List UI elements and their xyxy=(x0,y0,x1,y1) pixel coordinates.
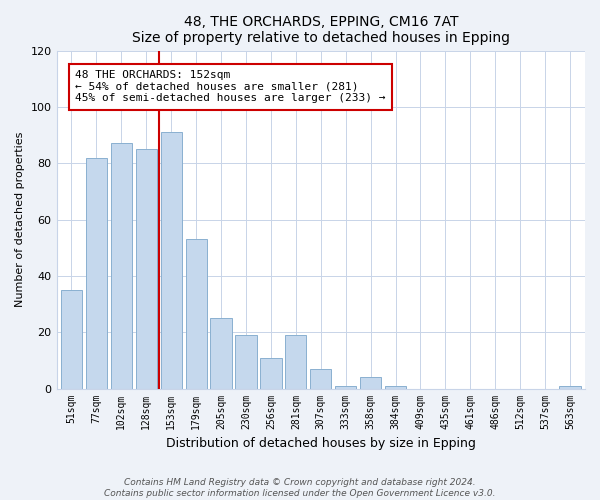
Bar xyxy=(111,144,132,388)
Bar xyxy=(559,386,581,388)
X-axis label: Distribution of detached houses by size in Epping: Distribution of detached houses by size … xyxy=(166,437,476,450)
Bar xyxy=(61,290,82,388)
Bar xyxy=(161,132,182,388)
Bar xyxy=(360,378,381,388)
Bar xyxy=(136,149,157,388)
Bar xyxy=(235,335,257,388)
Bar xyxy=(285,335,307,388)
Bar xyxy=(310,369,331,388)
Bar xyxy=(260,358,281,388)
Bar xyxy=(86,158,107,388)
Bar xyxy=(185,240,207,388)
Bar xyxy=(335,386,356,388)
Text: 48 THE ORCHARDS: 152sqm
← 54% of detached houses are smaller (281)
45% of semi-d: 48 THE ORCHARDS: 152sqm ← 54% of detache… xyxy=(75,70,386,104)
Bar xyxy=(385,386,406,388)
Text: Contains HM Land Registry data © Crown copyright and database right 2024.
Contai: Contains HM Land Registry data © Crown c… xyxy=(104,478,496,498)
Bar xyxy=(211,318,232,388)
Y-axis label: Number of detached properties: Number of detached properties xyxy=(15,132,25,307)
Title: 48, THE ORCHARDS, EPPING, CM16 7AT
Size of property relative to detached houses : 48, THE ORCHARDS, EPPING, CM16 7AT Size … xyxy=(132,15,510,45)
